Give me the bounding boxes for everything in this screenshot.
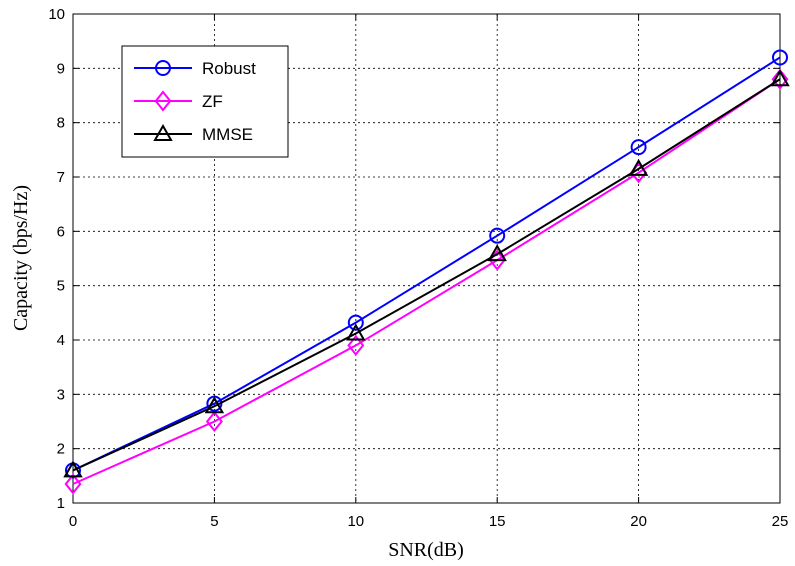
y-axis-label: Capacity (bps/Hz)	[10, 185, 32, 331]
series-line-mmse	[72, 78, 781, 472]
legend-item-zf: ZF	[134, 90, 223, 112]
data-point-robust	[489, 227, 506, 244]
y-tick-label: 2	[57, 441, 65, 458]
data-point-robust	[772, 49, 788, 66]
x-tick-label: 20	[630, 513, 647, 530]
series-line-zf	[72, 78, 781, 485]
x-tick-label: 5	[210, 513, 218, 530]
y-tick-label: 6	[57, 223, 65, 240]
y-tick-label: 10	[48, 6, 65, 23]
y-tick-label: 8	[57, 115, 65, 132]
y-tick-label: 1	[57, 495, 65, 512]
legend-label: ZF	[202, 92, 223, 111]
data-point-robust	[630, 139, 647, 156]
series-mmse	[63, 69, 790, 478]
legend-swatch-marker	[154, 90, 172, 112]
tick-layer: 0 5 10 15 20 25 1 2 3 4 5 6 7 8 9 10	[48, 6, 788, 530]
data-point-zf	[205, 410, 223, 433]
y-tick-label: 4	[57, 332, 65, 349]
legend: Robust ZF MMSE	[121, 45, 289, 158]
data-point-mmse	[63, 460, 83, 478]
legend-label: MMSE	[202, 125, 253, 144]
y-tick-label: 9	[57, 60, 65, 77]
x-tick-label: 25	[772, 513, 789, 530]
plot-frame	[72, 13, 781, 504]
data-point-zf	[64, 473, 82, 495]
legend-item-robust: Robust	[134, 59, 256, 78]
y-tick-label: 3	[57, 386, 65, 403]
legend-label: Robust	[202, 59, 256, 78]
data-point-mmse	[628, 158, 649, 176]
legend-item-mmse: MMSE	[134, 123, 253, 144]
series-layer	[63, 49, 790, 495]
data-point-mmse	[204, 396, 225, 414]
data-point-mmse	[346, 323, 366, 341]
y-tick-label: 7	[57, 169, 65, 186]
x-tick-label: 15	[489, 513, 506, 530]
series-line-robust	[72, 56, 781, 472]
data-point-zf	[347, 334, 365, 357]
legend-swatch-marker	[155, 60, 171, 76]
legend-swatch-marker	[153, 123, 173, 141]
data-point-mmse	[770, 69, 790, 87]
x-axis-label: SNR(dB)	[388, 539, 464, 561]
data-point-mmse	[487, 244, 507, 262]
y-tick-label: 5	[57, 278, 65, 295]
x-tick-label: 10	[347, 513, 364, 530]
data-point-zf	[771, 68, 789, 90]
x-tick-label: 0	[69, 513, 77, 530]
data-point-robust	[347, 314, 364, 331]
